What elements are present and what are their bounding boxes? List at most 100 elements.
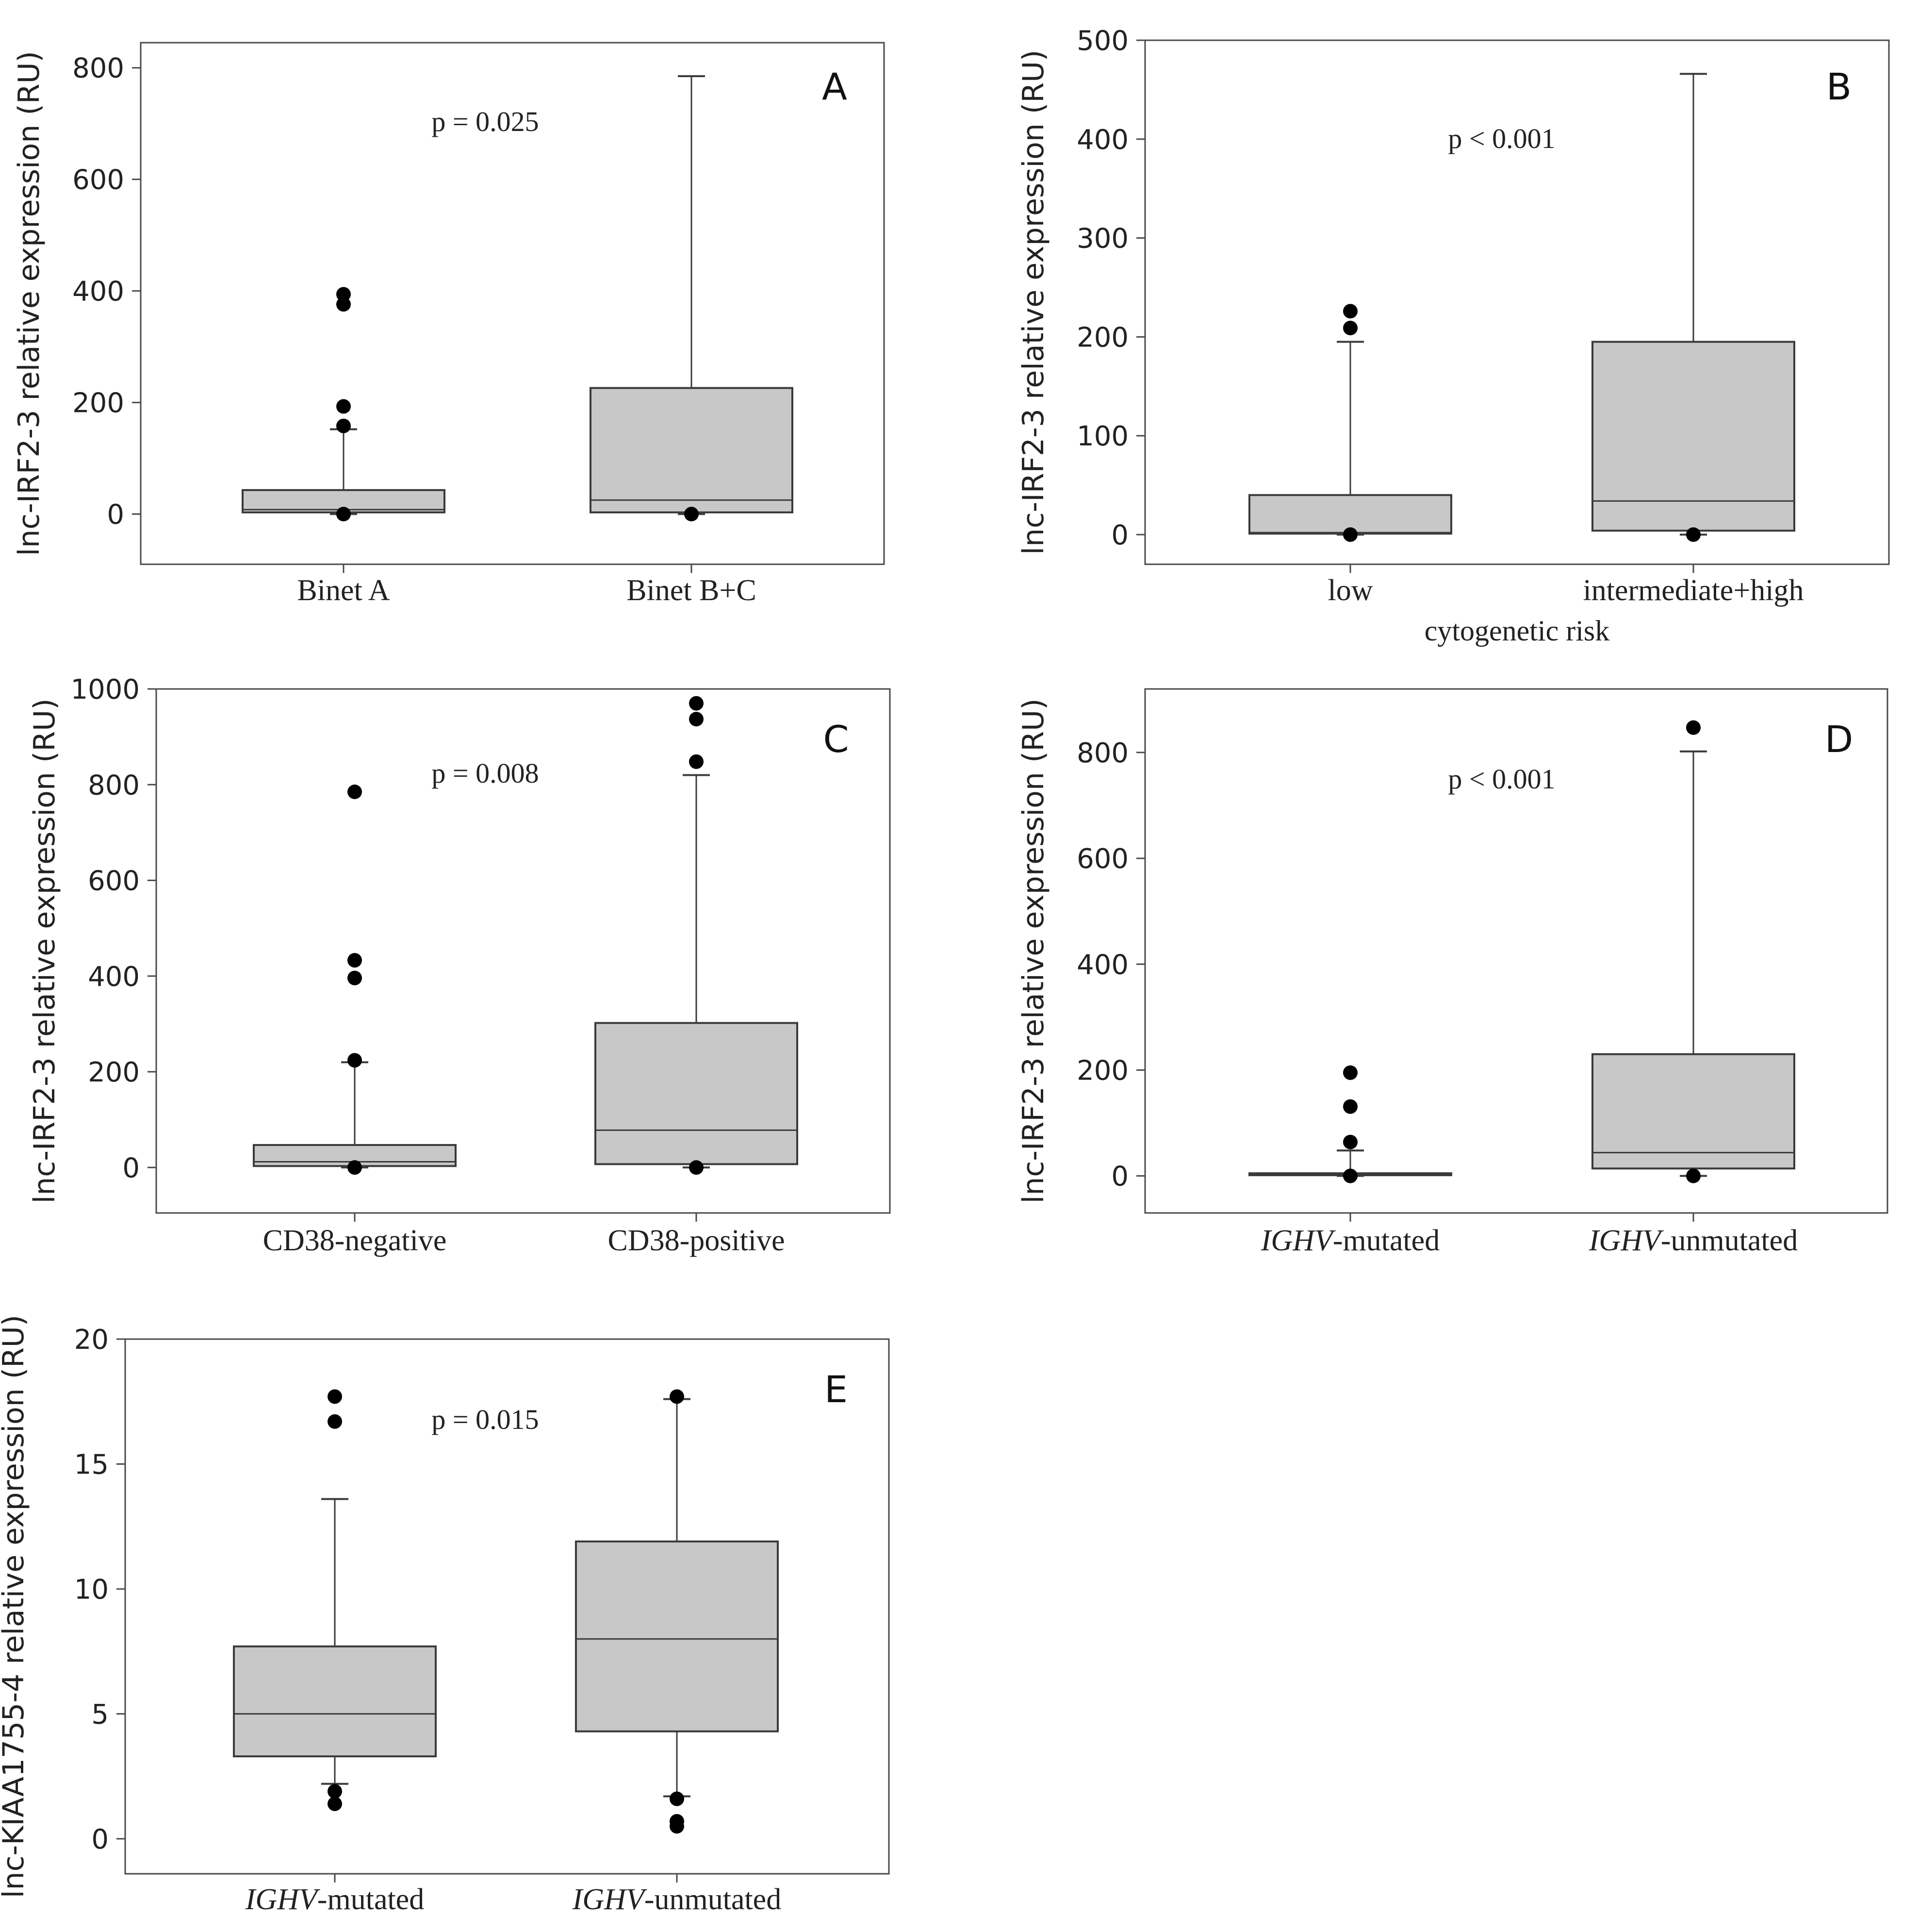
category-1: IGHV-mutated [233, 1389, 437, 1916]
panel-letter: C [823, 718, 849, 761]
outlier-point [1686, 720, 1701, 735]
x-tick-label: Binet A [297, 574, 390, 607]
box [590, 387, 793, 514]
y-axis-title: lnc-IRF2-3 relative expression (RU) [12, 51, 46, 556]
panel-a: 0 200 400 600 800 lnc-IRF2-3 relative express… [12, 42, 885, 607]
y-tick-label: 0 [1111, 520, 1129, 551]
outlier-point [689, 696, 704, 711]
outlier-point [670, 1791, 684, 1806]
outlier-point [336, 399, 351, 414]
y-tick-label: 600 [88, 866, 140, 897]
outlier-point [328, 1796, 342, 1811]
category-2: CD38-positive [594, 696, 798, 1257]
outlier-point [1343, 1065, 1358, 1080]
category-1: CD38-negative [253, 785, 457, 1257]
y-tick-label: 400 [72, 276, 124, 308]
outlier-point [1343, 527, 1358, 542]
label-italic: IGHV [1589, 1224, 1664, 1257]
y-tick-label: 0 [1111, 1161, 1129, 1193]
category-1: Binet A [242, 287, 445, 607]
plot-frame [1144, 688, 1888, 1214]
p-value: p = 0.025 [431, 106, 539, 137]
y-tick-label: 200 [1077, 322, 1129, 353]
y-axis-title: lnc-IRF2-3 relative expression (RU) [28, 699, 62, 1204]
box [1591, 341, 1795, 532]
outlier-point [328, 1784, 342, 1799]
plot-frame [155, 688, 891, 1214]
outlier-point [347, 953, 362, 968]
category-2: Binet B+C [590, 75, 793, 607]
outlier-point [347, 785, 362, 800]
category-1: low [1248, 304, 1452, 607]
outlier-point [347, 1160, 362, 1175]
outlier-point [689, 1160, 704, 1175]
panel-b: 0 100 200 300 400 500 lnc-IRF2-3 relative expr… [1017, 25, 1890, 647]
x-tick-label: intermediate+high [1583, 574, 1804, 607]
x-tick-label: Binet B+C [626, 574, 756, 607]
outlier-point [1686, 1168, 1701, 1183]
y-tick-label: 300 [1077, 223, 1129, 255]
outlier-point [336, 297, 351, 312]
outlier-point [1343, 1168, 1358, 1183]
outlier-point [347, 970, 362, 985]
x-tick-label: IGHV-mutated [245, 1883, 424, 1916]
y-tick-label: 0 [107, 499, 124, 531]
x-tick-label: IGHV-mutated [1261, 1224, 1440, 1257]
plot-frame [1144, 39, 1890, 565]
box [1591, 1053, 1795, 1170]
label-italic: IGHV [572, 1883, 647, 1916]
outlier-point [336, 287, 351, 302]
outlier-point [1686, 527, 1701, 542]
outlier-point [336, 418, 351, 433]
x-axis-title: cytogenetic risk [1425, 615, 1610, 647]
outlier-point [670, 1389, 684, 1404]
label-rest: -mutated [317, 1883, 424, 1916]
plot-frame [124, 1338, 890, 1875]
box [253, 1144, 457, 1167]
y-tick-label: 800 [1077, 737, 1129, 769]
panel-letter: E [824, 1368, 848, 1411]
category-2: IGHV-unmutated [1589, 720, 1798, 1257]
label-italic: IGHV [245, 1883, 320, 1916]
y-tick-label: 200 [72, 388, 124, 419]
outlier-point [1343, 304, 1358, 319]
label-rest: -unmutated [644, 1883, 781, 1916]
label-rest: -unmutated [1661, 1224, 1798, 1257]
box [233, 1645, 437, 1757]
plot-frame [140, 42, 885, 565]
outlier-point [1343, 1134, 1358, 1149]
x-tick-label: CD38-negative [263, 1224, 447, 1257]
panel-e: 0 5 10 15 20 lnc-KIAA1755-4 relative expressi… [0, 1315, 890, 1916]
panel-letter: A [822, 65, 847, 108]
p-value: p = 0.015 [431, 1404, 539, 1435]
outlier-point [1343, 1099, 1358, 1114]
y-axis-title: lnc-IRF2-3 relative expression (RU) [1017, 50, 1050, 555]
x-tick-label: IGHV-unmutated [572, 1883, 781, 1916]
outlier-point [328, 1389, 342, 1404]
y-tick-label: 200 [1077, 1055, 1129, 1086]
y-tick-label: 200 [88, 1057, 140, 1088]
x-tick-label: low [1328, 574, 1373, 607]
y-tick-label: 500 [1077, 25, 1129, 57]
panel-letter: B [1826, 65, 1852, 108]
y-tick-label: 15 [74, 1449, 109, 1480]
y-tick-label: 400 [1077, 949, 1129, 981]
p-value: p < 0.001 [1448, 763, 1555, 795]
outlier-point [1343, 320, 1358, 335]
category-2: IGHV-unmutated [572, 1389, 781, 1916]
outlier-point [336, 507, 351, 522]
label-italic: IGHV [1261, 1224, 1336, 1257]
y-axis-title: lnc-IRF2-3 relative expression (RU) [1017, 699, 1050, 1204]
y-tick-label: 10 [74, 1574, 109, 1605]
panel-letter: D [1825, 718, 1853, 761]
y-tick-label: 600 [1077, 843, 1129, 875]
y-tick-label: 400 [1077, 124, 1129, 156]
y-tick-label: 800 [72, 53, 124, 84]
y-tick-label: 100 [1077, 421, 1129, 452]
category-2: intermediate+high [1583, 73, 1804, 607]
y-tick-label: 800 [88, 770, 140, 801]
outlier-point [670, 1814, 684, 1829]
p-value: p = 0.008 [431, 757, 539, 789]
y-tick-label: 20 [74, 1324, 109, 1356]
